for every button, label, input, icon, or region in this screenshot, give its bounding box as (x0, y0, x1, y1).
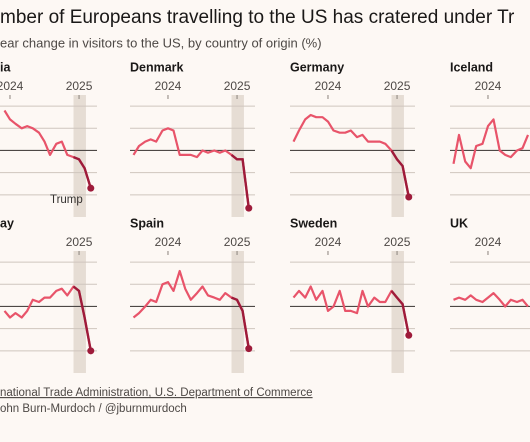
x-tick-label: 2025 (224, 235, 251, 249)
highlight-line (390, 290, 410, 336)
highlight-line (390, 149, 410, 198)
source[interactable]: national Trade Administration, U.S. Depa… (0, 387, 313, 399)
panel-title: Spain (130, 216, 164, 230)
x-tick-label: 2025 (224, 79, 251, 93)
end-point (245, 204, 253, 212)
shaded-period (391, 251, 404, 373)
line (132, 269, 250, 349)
x-tick-label: 2024 (315, 79, 342, 93)
panel-title: ay (0, 216, 14, 230)
panel-title: Iceland (450, 60, 493, 74)
x-tick-label: 2024 (0, 79, 24, 93)
x-tick-label: 2025 (384, 235, 411, 249)
end-point (405, 331, 413, 339)
end-point (87, 347, 95, 355)
shaded-period (231, 95, 244, 217)
line (292, 285, 410, 336)
x-tick-label: 2025 (66, 79, 93, 93)
highlight-line (230, 153, 250, 209)
x-tick-label: 2024 (155, 79, 182, 93)
line (453, 292, 529, 308)
end-point (245, 345, 253, 353)
chart-title: mber of Europeans travelling to the US h… (0, 7, 515, 28)
chart-subtitle: ear change in visitors to the US, by cou… (0, 35, 322, 50)
highlight-line (231, 296, 250, 349)
panel-title: Germany (290, 60, 344, 74)
shaded-period (73, 251, 86, 373)
x-tick-label: 2024 (475, 79, 502, 93)
line (452, 118, 530, 170)
end-point (405, 193, 413, 201)
x-tick-label: 2025 (384, 79, 411, 93)
annotation: Trump (50, 194, 83, 206)
shaded-period (391, 95, 404, 217)
end-point (87, 184, 95, 192)
panel-title: Denmark (130, 60, 184, 74)
credit: ohn Burn-Murdoch / @jburnmurdoch (0, 403, 187, 415)
shaded-period (231, 251, 244, 373)
x-tick-label: 2024 (475, 235, 502, 249)
panel-title: UK (450, 216, 468, 230)
x-tick-label: 2024 (155, 235, 182, 249)
panel-title: ia (0, 60, 11, 74)
x-tick-label: 2024 (315, 235, 342, 249)
x-tick-label: 2025 (66, 235, 93, 249)
highlight-line (73, 155, 92, 189)
line (292, 113, 410, 198)
panel-title: Sweden (290, 216, 337, 230)
line (132, 127, 250, 209)
shaded-period (73, 95, 86, 217)
highlight-line (72, 285, 92, 352)
